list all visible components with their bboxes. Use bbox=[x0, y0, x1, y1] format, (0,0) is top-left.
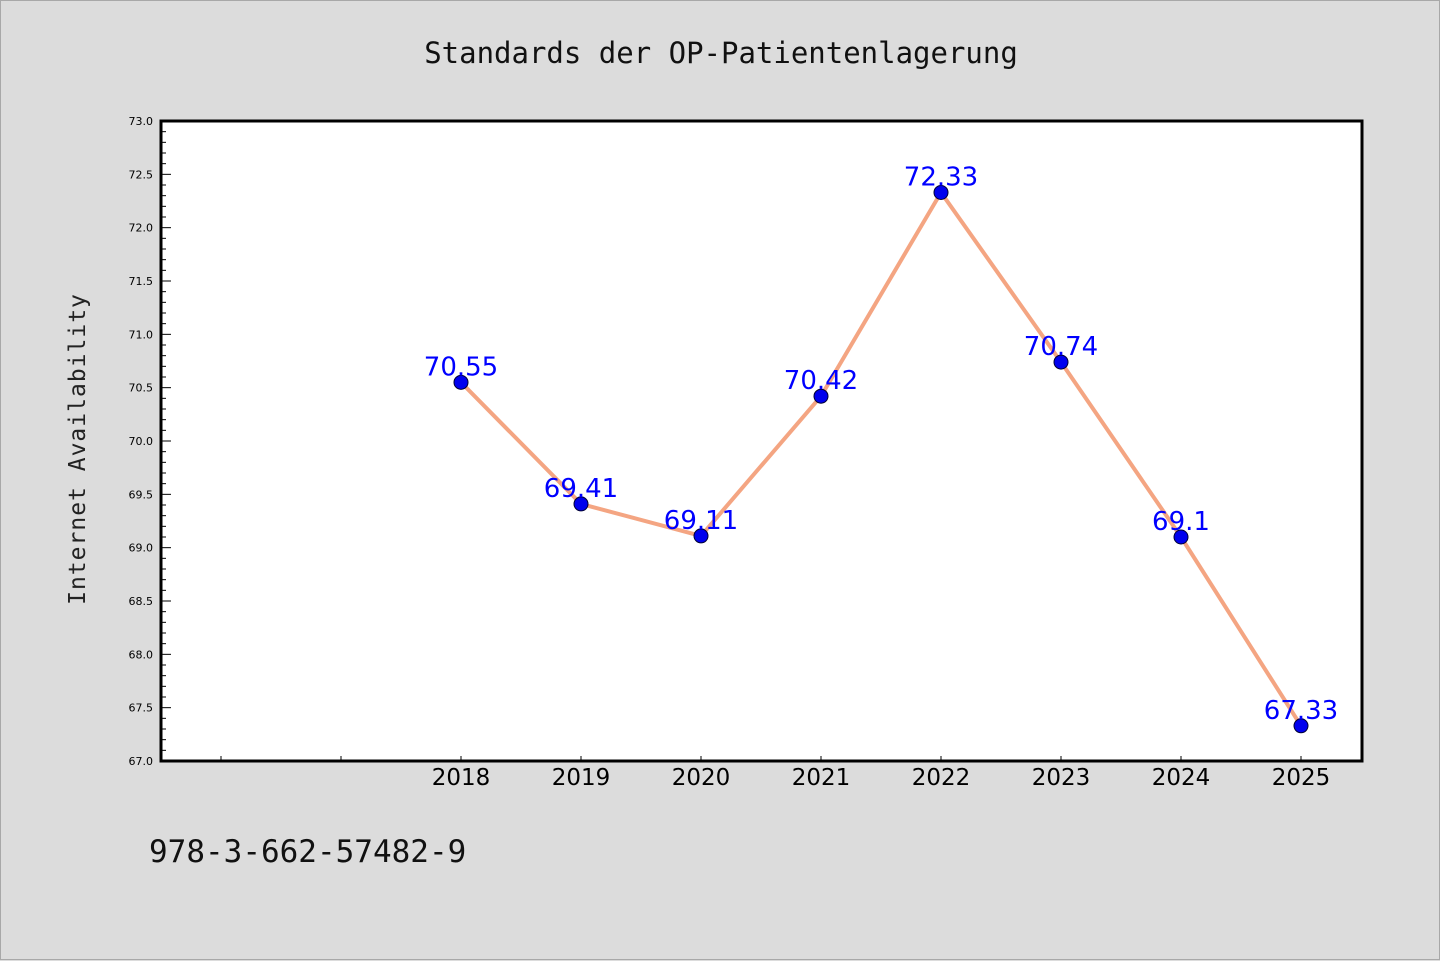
x-tick-label: 2019 bbox=[552, 765, 611, 791]
y-tick-label: 67.5 bbox=[129, 702, 154, 715]
data-point bbox=[453, 374, 469, 390]
y-tick-label: 72.0 bbox=[129, 222, 154, 235]
y-tick-label: 69.0 bbox=[129, 542, 154, 555]
y-tick-label: 71.5 bbox=[129, 275, 154, 288]
plot-area bbox=[159, 119, 1364, 763]
x-tick-label: 2023 bbox=[1032, 765, 1091, 791]
data-point bbox=[693, 528, 709, 544]
y-tick-label: 73.0 bbox=[129, 115, 154, 128]
chart-title: Standards der OP-Patientenlagerung bbox=[424, 36, 1018, 70]
x-tick-label: 2025 bbox=[1272, 765, 1331, 791]
x-tick-label: 2020 bbox=[672, 765, 731, 791]
data-label: 69.11 bbox=[664, 506, 738, 536]
y-tick-label: 70.5 bbox=[129, 382, 154, 395]
data-point bbox=[1293, 718, 1309, 734]
x-tick-label: 2022 bbox=[912, 765, 971, 791]
y-tick-label: 68.5 bbox=[129, 595, 154, 608]
data-point bbox=[573, 496, 589, 512]
data-label: 70.74 bbox=[1024, 332, 1098, 362]
x-tick-label: 2021 bbox=[792, 765, 851, 791]
data-label: 69.1 bbox=[1152, 507, 1210, 537]
isbn-text: 978-3-662-57482-9 bbox=[149, 834, 467, 870]
data-label: 69.41 bbox=[544, 474, 618, 504]
y-tick-label: 70.0 bbox=[129, 435, 154, 448]
data-label: 72.33 bbox=[904, 162, 978, 192]
data-label: 70.42 bbox=[784, 366, 858, 396]
y-tick-label: 68.0 bbox=[129, 648, 154, 661]
series-data-labels: 70.55 69.41 69.11 70.42 72.33 70.74 69.1 67.33 bbox=[424, 162, 1338, 725]
x-tick-label: 2018 bbox=[432, 765, 491, 791]
series-lines bbox=[459, 190, 1303, 727]
y-axis-label: Internet Availability bbox=[65, 293, 91, 605]
series-markers bbox=[453, 184, 1309, 734]
y-tick-label: 67.0 bbox=[129, 755, 154, 768]
data-point bbox=[933, 184, 949, 200]
y-tick-label: 71.0 bbox=[129, 328, 154, 341]
series-line bbox=[459, 190, 1303, 727]
y-axis-ticks: 67.0 67.5 68.0 68.5 69.0 69.5 70.0 70.5 71.0 71.5… bbox=[129, 115, 171, 768]
x-tick-label: 2024 bbox=[1152, 765, 1211, 791]
data-label: 70.55 bbox=[424, 352, 498, 382]
data-point bbox=[1053, 354, 1069, 370]
y-tick-label: 72.5 bbox=[129, 168, 154, 181]
data-point bbox=[1173, 529, 1189, 545]
y-tick-label: 69.5 bbox=[129, 488, 154, 501]
data-label: 67.33 bbox=[1264, 696, 1338, 726]
data-point bbox=[813, 388, 829, 404]
x-axis-ticks: 2018 2019 2020 2021 2022 2023 2024 2025 bbox=[220, 756, 1331, 791]
